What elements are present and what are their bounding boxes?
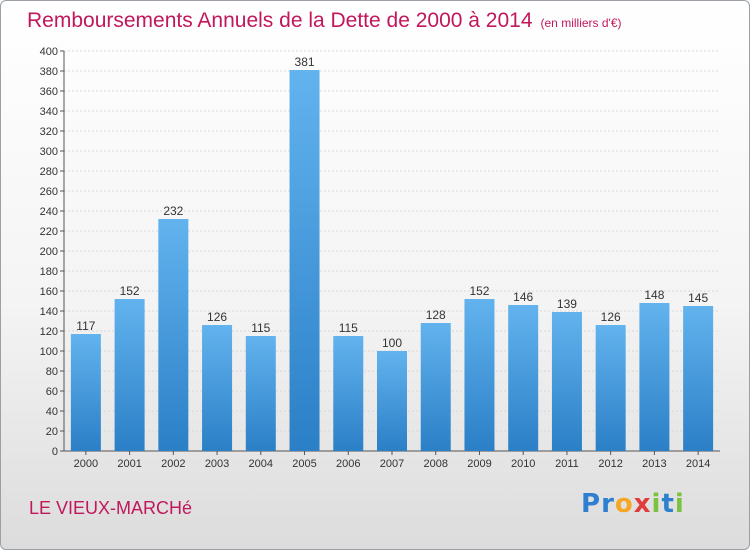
data-label-2007: 100 [382,336,402,350]
bar-2014 [683,306,714,451]
bar-2002 [158,219,189,451]
logo-letter: x [633,489,652,519]
title-text: Remboursements Annuels de la Dette de 20… [27,9,533,32]
data-label-2011: 139 [557,297,577,311]
bar-2000 [70,334,101,451]
x-tick-label: 2001 [117,458,141,470]
bar-2006 [333,336,364,451]
data-label-2013: 148 [644,288,664,302]
unit-text: (en milliers d'€) [540,16,622,30]
chart-title: Remboursements Annuels de la Dette de 20… [27,9,622,33]
logo-letter: i [674,489,685,519]
x-tick-label: 2008 [423,458,447,470]
bar-2007 [377,351,407,451]
data-label-2004: 115 [251,321,270,335]
bar-2003 [202,325,233,451]
y-tick-label: 180 [40,266,58,278]
x-tick-label: 2002 [161,458,185,470]
x-tick-label: 2005 [292,458,316,470]
bars [70,70,714,451]
y-tick-label: 320 [40,126,58,138]
logo-letter: P [581,489,602,519]
x-tick-label: 2004 [249,458,273,470]
y-tick-label: 300 [40,146,58,158]
y-tick-label: 40 [46,406,58,418]
bar-2004 [245,336,276,451]
bar-2010 [508,305,539,451]
y-tick-label: 200 [40,246,58,258]
y-tick-label: 140 [40,306,58,318]
bar-2012 [595,325,626,451]
bar-2001 [114,299,145,451]
y-tick-label: 240 [40,206,58,218]
data-label-2005: 381 [295,55,315,69]
x-tick-labels: 2000 2001 2002 2003 2004 2005 2006 2007 2008 2009… [74,458,711,470]
logo-letter: t [661,489,675,519]
x-tick-label: 2007 [380,458,404,470]
bar-2009 [464,299,495,451]
x-tick-label: 2000 [74,458,98,470]
data-label-2014: 145 [688,291,708,305]
y-tick-label: 260 [40,186,58,198]
y-tick-labels: 0 20 40 60 80 100 120 140 160 180 200 220 240 260 280 3… [40,46,58,458]
x-tick-label: 2006 [336,458,360,470]
data-label-2010: 146 [513,290,533,304]
y-tick-label: 280 [40,166,58,178]
x-tick-label: 2010 [511,458,535,470]
logo-letter: i [651,489,662,519]
data-label-2003: 126 [207,310,227,324]
bar-2008 [420,323,451,451]
data-label-2012: 126 [601,310,621,324]
y-tick-label: 340 [40,106,58,118]
y-tick-label: 0 [52,446,58,458]
data-label-2009: 152 [469,284,489,298]
x-tick-label: 2009 [467,458,491,470]
y-tick-label: 80 [46,366,58,378]
data-labels: 117 152 232 126 115 381 115 100 128 152 146 139 126 1… [76,55,708,350]
y-tick-label: 380 [40,66,58,78]
proxiti-logo: Proxiti [581,489,685,519]
y-tick-label: 400 [40,46,58,58]
y-tick-label: 120 [40,326,58,338]
x-tick-label: 2003 [205,458,229,470]
bar-2013 [639,303,670,451]
logo-letter: o [614,489,634,519]
y-tick-label: 160 [40,286,58,298]
y-tick-label: 220 [40,226,58,238]
bar-2005 [289,70,320,451]
data-label-2001: 152 [120,284,140,298]
y-tick-label: 100 [40,346,58,358]
x-tick-label: 2011 [555,458,579,470]
data-label-2002: 232 [163,204,183,218]
data-label-2006: 115 [339,321,358,335]
y-tick-label: 60 [46,386,58,398]
commune-name: LE VIEUX-MARCHé [29,498,193,518]
data-label-2000: 117 [76,319,95,333]
x-tick-label: 2013 [642,458,666,470]
y-tick-label: 360 [40,86,58,98]
y-tick-label: 20 [46,426,58,438]
data-label-2008: 128 [426,308,446,322]
x-tick-label: 2012 [598,458,622,470]
logo-letter: r [601,489,615,519]
bar-2011 [551,312,582,451]
x-tick-label: 2014 [686,458,710,470]
